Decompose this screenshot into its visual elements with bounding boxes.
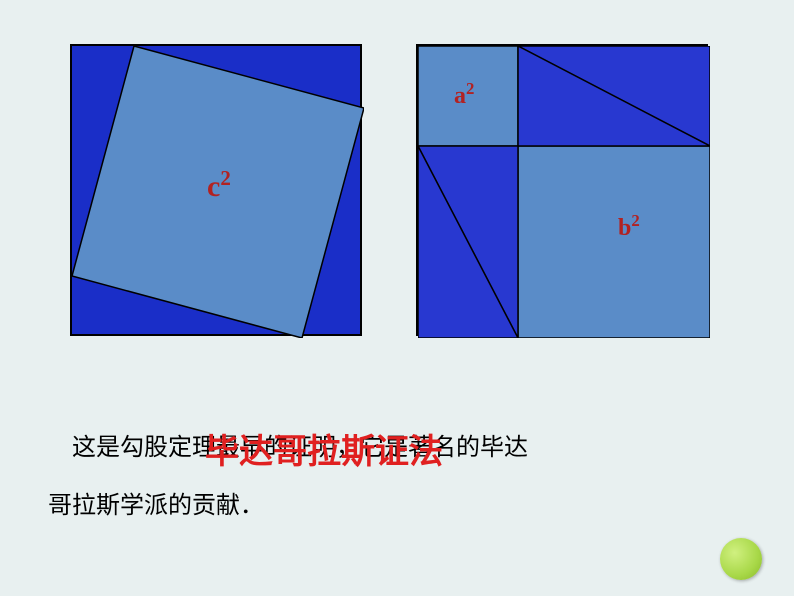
title-text: 毕达哥拉斯证法 xyxy=(205,434,443,471)
label-a-base: a xyxy=(454,83,466,109)
label-b-squared: b2 xyxy=(618,211,640,242)
label-b-sup: 2 xyxy=(631,211,639,230)
right-diagram: a2 b2 xyxy=(416,44,708,336)
right-outer-square: a2 b2 xyxy=(416,44,708,336)
label-c-sup: 2 xyxy=(220,166,231,190)
label-c-base: c xyxy=(207,170,220,203)
label-a-squared: a2 xyxy=(454,79,474,110)
title-overlay: 毕达哥拉斯证法 xyxy=(205,424,443,473)
label-b-base: b xyxy=(618,215,631,241)
label-a-sup: 2 xyxy=(466,79,474,98)
body-line2: 哥拉斯学派的贡献． xyxy=(48,478,528,536)
label-c-squared: c2 xyxy=(207,166,231,204)
next-button[interactable] xyxy=(720,538,762,580)
left-outer-square: c2 xyxy=(70,44,362,336)
left-diagram: c2 xyxy=(70,44,362,336)
